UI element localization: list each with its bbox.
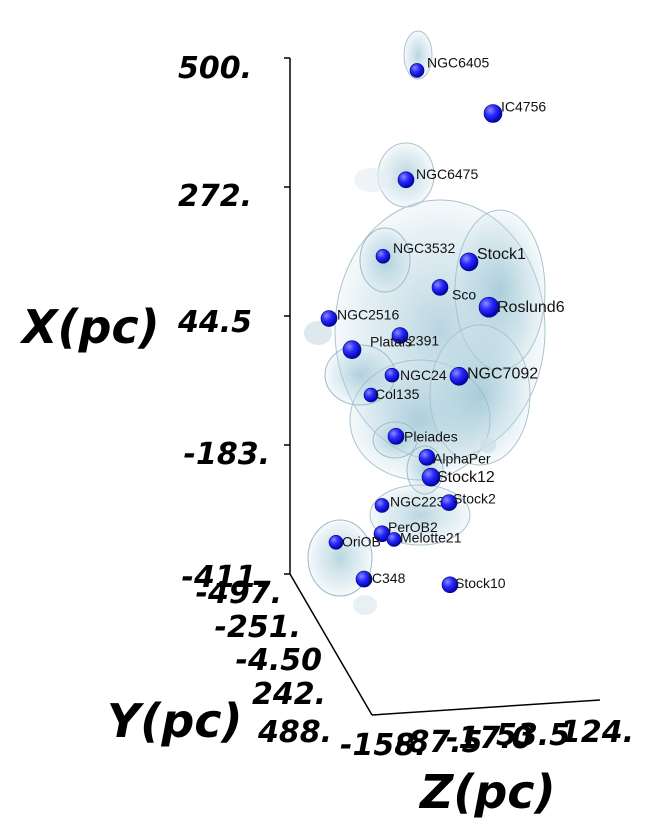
cluster-label: NGC223: [390, 493, 445, 509]
cluster-point-group: NGC3532: [375, 240, 455, 264]
cluster-point-group: Pleiades: [387, 428, 458, 445]
cluster-label: NGC24: [400, 367, 447, 383]
cluster-point-group: NGC223: [374, 493, 445, 513]
cluster-point-group: NGC6405: [409, 54, 489, 78]
cluster-point: [374, 498, 390, 513]
cluster-label: Stock10: [455, 575, 506, 591]
cluster-point-group: Stock1: [459, 246, 526, 272]
cluster-point: [441, 576, 459, 594]
y-tick-label: -251.: [215, 610, 301, 645]
x-tick-label: 272.: [178, 179, 252, 214]
cluster-point-group: Stock2: [440, 491, 496, 511]
y-axis-title: Y(pc): [107, 694, 243, 748]
x-tick-label: -411.: [182, 560, 268, 595]
cluster-point: [409, 63, 425, 78]
z-tick-label: 124.: [560, 715, 634, 750]
cluster-point: [431, 279, 449, 296]
cluster-label: OriOB: [342, 533, 381, 549]
y-tick-label: 242.: [252, 677, 326, 712]
cluster-label: Col135: [375, 386, 420, 402]
z-axis-title: Z(pc): [418, 765, 556, 819]
cluster-label: PerOB2: [388, 519, 438, 535]
cluster-point-group: Platais: [342, 334, 412, 360]
cluster-label: Sco: [452, 286, 476, 302]
cluster-point-group: Sco: [431, 279, 476, 302]
cluster-label: NGC3532: [393, 240, 455, 256]
cluster-point-group: Col135: [363, 386, 420, 403]
cluster-point: [440, 494, 458, 511]
cluster-label: NGC2516: [337, 307, 399, 323]
z-tick-label: 53.5: [496, 718, 570, 753]
cluster-label: Stock2: [453, 491, 496, 507]
cluster-point: [320, 310, 338, 327]
cluster-point: [375, 248, 391, 264]
cluster-point-group: AlphaPer: [418, 449, 491, 466]
cluster-label: Pleiades: [404, 428, 458, 444]
cluster-label: Roslund6: [497, 299, 565, 316]
y-tick-label: 488.: [257, 715, 332, 750]
cluster-label: AlphaPer: [433, 450, 491, 466]
axis-labels: 500. 272. 44.5 -183. -411. X(pc) -497.-251.-4.…: [19, 51, 634, 819]
cluster-point-group: PerOB2: [373, 519, 438, 543]
cluster-label: Platais: [370, 334, 412, 350]
cluster-label: IC4756: [501, 99, 546, 115]
y-tick-label: -497.: [196, 576, 282, 611]
cluster-label: NGC6475: [416, 166, 478, 182]
z-tick-label: -87.5: [396, 725, 482, 760]
cluster-point-group: Stock12: [421, 467, 495, 487]
cluster-point: [459, 252, 479, 272]
cluster-point: [421, 467, 441, 487]
cluster-point: [397, 171, 415, 189]
cluster-point-group: NGC7092: [449, 365, 538, 386]
cluster-point: [483, 104, 503, 123]
z-tick-label: -17.0: [446, 721, 532, 756]
x-tick-label: 500.: [178, 51, 252, 86]
cluster-point: [478, 296, 500, 318]
cluster-point: [384, 367, 400, 383]
cluster-point-group: Melotte21: [386, 529, 462, 547]
cluster-point-group: NGC6475: [397, 166, 478, 189]
cluster-point-group: OriOB: [328, 533, 381, 550]
cluster-label: Stock12: [437, 469, 495, 486]
cluster-label: NGC6405: [427, 54, 489, 70]
cluster-point-group: Stock10: [441, 575, 506, 594]
cluster-point-group: IC348: [355, 570, 406, 588]
cluster-point-group: NGC24: [384, 367, 447, 383]
x-tick-label: 44.5: [177, 305, 252, 340]
cluster-label: IC348: [368, 570, 406, 586]
x-tick-label: -183.: [184, 437, 270, 472]
cluster-point-group: 2391: [391, 327, 439, 349]
cluster-point-group: Roslund6: [478, 296, 565, 318]
cluster-points: NGC6405 IC4756 NGC6475 NGC3532 Stock1 Sco Rosl…: [320, 54, 565, 594]
cluster-label: Stock1: [477, 246, 526, 263]
x-axis-title: X(pc): [19, 300, 160, 354]
cluster-label: 2391: [408, 333, 439, 349]
axes-frame: [284, 57, 601, 716]
cluster-point: [391, 327, 409, 344]
cluster-point: [355, 570, 373, 588]
cluster-label: NGC7092: [467, 365, 538, 382]
cluster-label: Melotte21: [400, 529, 462, 545]
z-tick-label: -158.: [340, 728, 426, 763]
y-tick-label: -4.50: [236, 643, 322, 678]
cluster-point-group: IC4756: [483, 99, 546, 123]
cluster-point: [418, 449, 436, 466]
cluster-point: [449, 367, 469, 386]
cluster-point: [386, 532, 402, 547]
cluster-point-group: NGC2516: [320, 307, 399, 327]
cluster-point: [342, 340, 362, 360]
cluster-point: [387, 428, 405, 445]
cluster-point: [328, 534, 344, 550]
cluster-point: [363, 387, 379, 403]
